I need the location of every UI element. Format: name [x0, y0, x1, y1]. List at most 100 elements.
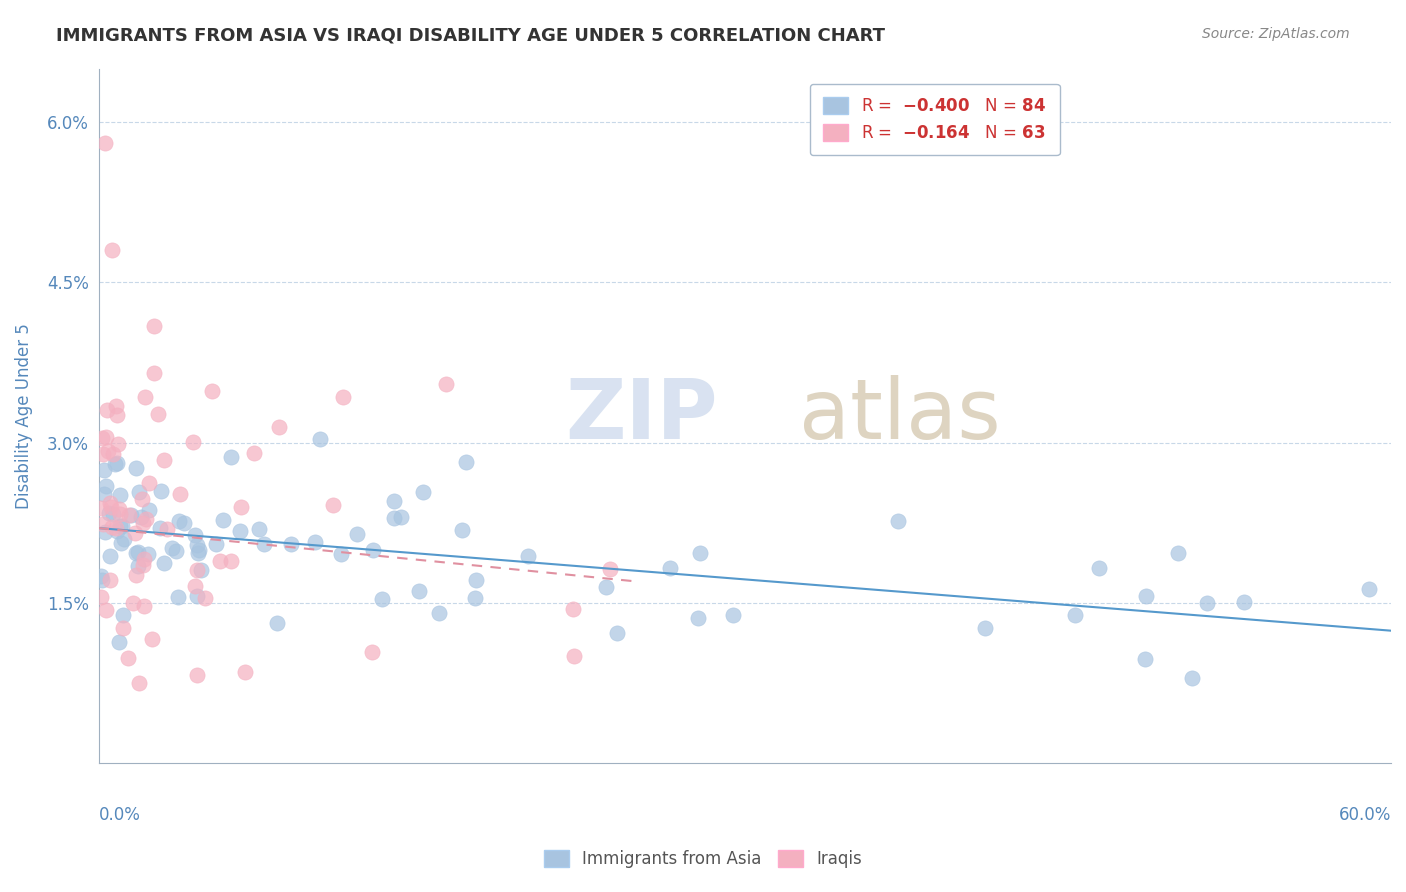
Text: IMMIGRANTS FROM ASIA VS IRAQI DISABILITY AGE UNDER 5 CORRELATION CHART: IMMIGRANTS FROM ASIA VS IRAQI DISABILITY… — [56, 27, 886, 45]
Point — [91, 431, 114, 445]
Point — [229, 524, 252, 538]
Point — [211, 513, 233, 527]
Point — [269, 420, 291, 434]
Point — [346, 527, 368, 541]
Point — [124, 568, 146, 582]
Point — [160, 541, 183, 555]
Point — [231, 500, 253, 514]
Point — [1135, 589, 1157, 603]
Point — [104, 457, 127, 471]
Point — [128, 675, 150, 690]
Point — [186, 538, 208, 552]
Point — [169, 486, 191, 500]
Point — [111, 621, 134, 635]
Y-axis label: Disability Age Under 5: Disability Age Under 5 — [15, 323, 32, 508]
Point — [148, 521, 170, 535]
Point — [1064, 607, 1087, 622]
Point — [188, 543, 211, 558]
Point — [105, 408, 128, 422]
Point — [204, 537, 226, 551]
Point — [361, 645, 384, 659]
Point — [1195, 596, 1218, 610]
Point — [153, 556, 176, 570]
Point — [186, 667, 208, 681]
Point — [98, 495, 121, 509]
Point — [165, 543, 187, 558]
Point — [142, 318, 165, 333]
Point — [125, 460, 148, 475]
Point — [127, 545, 149, 559]
Point — [98, 549, 121, 564]
Point — [132, 551, 155, 566]
Point — [124, 525, 146, 540]
Point — [94, 479, 117, 493]
Point — [94, 136, 117, 151]
Text: atlas: atlas — [799, 376, 1001, 457]
Point — [105, 524, 128, 538]
Point — [141, 632, 163, 646]
Point — [361, 543, 384, 558]
Point — [97, 507, 120, 521]
Point — [122, 596, 145, 610]
Point — [233, 665, 256, 679]
Point — [129, 510, 152, 524]
Point — [173, 516, 195, 531]
Point — [181, 435, 204, 450]
Point — [266, 616, 288, 631]
Point — [91, 573, 114, 587]
Point — [412, 485, 434, 500]
Point — [427, 607, 450, 621]
Point — [111, 607, 134, 622]
Point — [101, 447, 124, 461]
Point — [98, 573, 121, 587]
Point — [125, 546, 148, 560]
Point — [194, 591, 217, 606]
Point — [134, 390, 156, 404]
Legend: Immigrants from Asia, Iraqis: Immigrants from Asia, Iraqis — [537, 843, 869, 875]
Point — [1088, 561, 1111, 575]
Point — [464, 591, 486, 606]
Point — [110, 519, 132, 533]
Point — [599, 562, 621, 576]
Point — [100, 244, 122, 258]
Point — [150, 484, 173, 499]
Point — [243, 446, 266, 460]
Point — [304, 534, 326, 549]
Point — [118, 508, 141, 523]
Point — [138, 476, 160, 491]
Point — [332, 390, 354, 404]
Point — [101, 519, 124, 533]
Point — [127, 558, 149, 573]
Point — [90, 568, 112, 582]
Point — [146, 407, 169, 421]
Point — [91, 516, 114, 531]
Point — [309, 432, 332, 446]
Point — [94, 524, 117, 539]
Point — [371, 592, 394, 607]
Point — [135, 512, 157, 526]
Point — [253, 536, 276, 550]
Point — [595, 581, 617, 595]
Point — [454, 455, 477, 469]
Text: ZIP: ZIP — [565, 376, 717, 457]
Point — [90, 591, 112, 605]
Point — [128, 485, 150, 500]
Point — [107, 634, 129, 648]
Point — [105, 521, 128, 535]
Point — [562, 602, 585, 616]
Point — [167, 515, 190, 529]
Point — [138, 503, 160, 517]
Point — [562, 649, 585, 664]
Point — [721, 607, 744, 622]
Point — [136, 548, 159, 562]
Point — [382, 494, 405, 508]
Point — [101, 507, 124, 521]
Point — [132, 558, 155, 573]
Point — [219, 553, 242, 567]
Point — [330, 547, 353, 561]
Point — [606, 626, 628, 640]
Point — [107, 437, 129, 451]
Point — [1167, 545, 1189, 559]
Point — [186, 589, 208, 603]
Point — [190, 563, 212, 577]
